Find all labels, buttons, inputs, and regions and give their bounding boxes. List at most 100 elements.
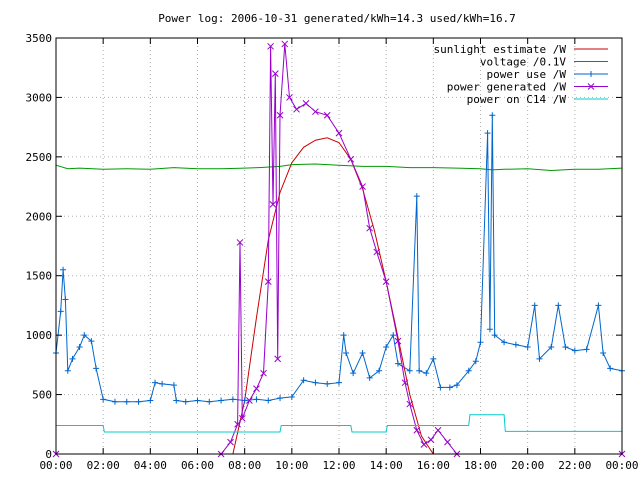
data-point — [437, 384, 444, 391]
data-point — [383, 344, 390, 351]
legend-label: voltage /0.1V — [480, 56, 566, 69]
data-point — [444, 438, 451, 446]
data-point — [123, 398, 130, 405]
data-point — [260, 369, 267, 377]
data-point — [390, 332, 397, 339]
x-tick-label: 20:00 — [511, 459, 544, 472]
data-point — [281, 40, 289, 48]
data-point — [147, 397, 154, 404]
data-point — [394, 360, 401, 367]
data-point — [571, 347, 578, 354]
data-point — [302, 100, 310, 107]
data-point — [427, 436, 435, 444]
legend-label: power use /W — [487, 68, 567, 81]
data-point — [267, 42, 274, 50]
data-point — [343, 349, 350, 356]
data-point — [246, 397, 253, 404]
data-point — [350, 370, 357, 377]
legend-label: sunlight estimate /W — [434, 43, 567, 56]
data-point — [423, 370, 430, 377]
data-point — [420, 441, 428, 448]
data-point — [595, 302, 602, 309]
data-point — [62, 296, 69, 303]
data-point — [159, 380, 166, 387]
y-tick-label: 3000 — [26, 91, 53, 104]
data-point — [531, 302, 538, 309]
series-0 — [232, 137, 434, 455]
data-point — [555, 302, 562, 309]
data-point — [401, 379, 409, 387]
data-point — [93, 365, 100, 372]
data-point — [253, 396, 260, 403]
x-tick-label: 22:00 — [558, 459, 591, 472]
data-point — [100, 396, 107, 403]
data-point — [472, 358, 479, 365]
data-point — [111, 398, 118, 405]
x-tick-label: 08:00 — [228, 459, 261, 472]
data-point — [491, 332, 498, 339]
data-point — [69, 355, 76, 362]
data-point — [376, 367, 383, 374]
series-line — [55, 163, 623, 172]
data-point — [236, 239, 244, 246]
y-tick-label: 1000 — [26, 329, 53, 342]
data-point — [64, 367, 71, 374]
data-point — [413, 426, 421, 434]
data-point — [218, 397, 225, 404]
data-point — [394, 337, 402, 345]
series-4 — [56, 414, 622, 433]
data-point — [413, 193, 420, 200]
y-tick-label: 500 — [32, 389, 52, 402]
data-point — [486, 326, 493, 333]
data-point — [288, 393, 295, 400]
data-point — [300, 377, 307, 384]
data-point — [512, 341, 519, 348]
data-point — [277, 395, 284, 402]
data-point — [406, 400, 414, 408]
grid-lines — [56, 38, 622, 454]
data-point — [227, 438, 234, 446]
data-point — [336, 379, 342, 386]
data-point — [484, 130, 491, 137]
data-point — [335, 129, 343, 137]
data-point — [274, 355, 282, 363]
data-point — [271, 70, 279, 78]
data-point — [152, 379, 159, 386]
y-axis-ticks: 0 500 1000 1500 2000 2500 3000 3500 — [26, 32, 622, 461]
x-tick-label: 00:00 — [39, 459, 72, 472]
data-point — [359, 349, 366, 356]
x-tick-label: 00:00 — [605, 459, 638, 472]
data-point — [265, 397, 272, 404]
data-point — [347, 155, 355, 163]
data-point — [76, 344, 83, 351]
data-point — [583, 346, 590, 353]
data-point — [406, 367, 413, 374]
x-tick-label: 10:00 — [275, 459, 308, 472]
data-point — [501, 339, 508, 346]
data-point — [465, 367, 472, 374]
data-point — [453, 382, 460, 389]
data-point — [446, 384, 453, 391]
y-tick-label: 2500 — [26, 151, 53, 164]
data-point — [323, 111, 331, 119]
series-line — [232, 137, 434, 455]
data-point — [57, 308, 64, 315]
data-point — [366, 224, 374, 232]
data-point — [489, 112, 496, 119]
x-tick-label: 12:00 — [322, 459, 355, 472]
data-point — [430, 355, 437, 362]
data-point — [60, 266, 67, 273]
legend-marker — [587, 83, 595, 90]
data-point — [264, 278, 272, 286]
data-point — [548, 344, 555, 351]
data-point — [366, 374, 373, 381]
data-point — [170, 382, 177, 389]
data-point — [135, 398, 142, 405]
data-point — [324, 380, 331, 387]
data-point — [373, 248, 381, 256]
legend-label: power on C14 /W — [467, 93, 567, 106]
data-point — [340, 332, 347, 339]
data-point — [241, 397, 248, 404]
